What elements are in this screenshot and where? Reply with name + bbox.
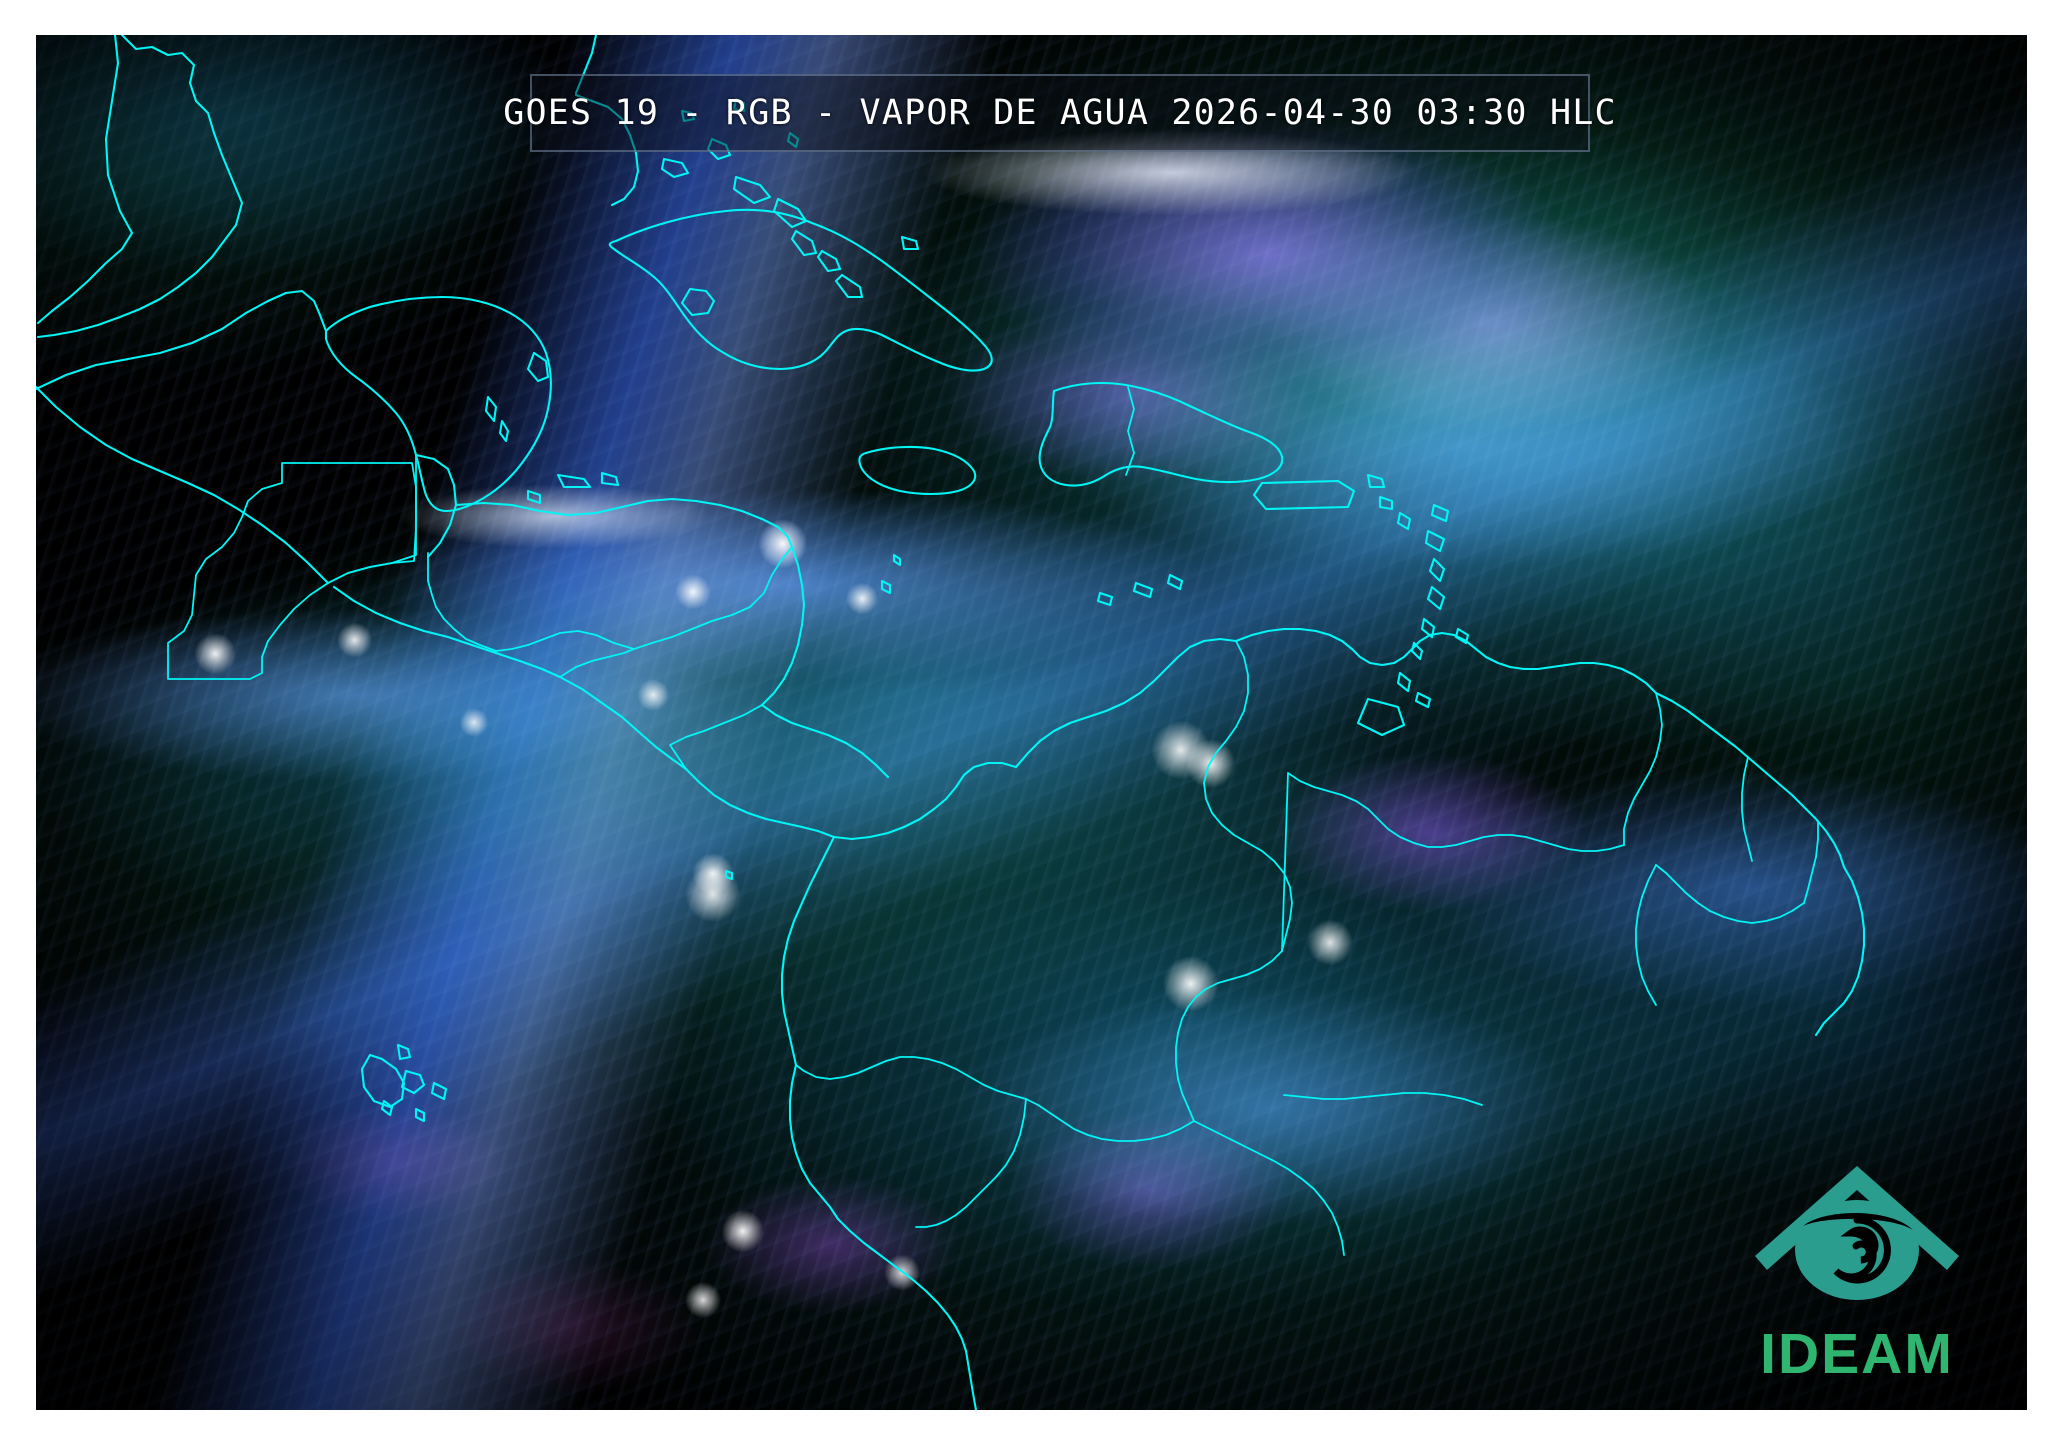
island-bahamas-3 (732, 175, 772, 205)
border-colombia-venezuela (1203, 640, 1293, 952)
coastline-florida-keys (574, 93, 640, 207)
border-venezuela-brazil (1281, 772, 1625, 952)
border-guianas-brazil (1655, 864, 1805, 924)
border-haiti-dr (1125, 386, 1135, 476)
island-galapagos-fernandina (396, 1043, 412, 1061)
coastline-florida (36, 35, 134, 325)
island-tobago (1414, 691, 1432, 709)
island-bahamas-1 (660, 157, 690, 179)
island-virgin (1366, 473, 1386, 489)
border-colombia-brazil (1175, 950, 1283, 1122)
border-guatemala-honduras (427, 552, 497, 652)
island-curacao (1132, 581, 1154, 599)
island-bay-islands-3 (526, 489, 542, 505)
island-bahamas-10 (786, 131, 800, 149)
border-honduras-nicaragua (633, 546, 793, 650)
coastline-venezuela (1234, 627, 1658, 695)
border-venezuela-guyana (1623, 692, 1663, 846)
island-stlucia (1420, 617, 1436, 639)
border-brazil-interior-1 (1635, 864, 1657, 1006)
coastline-honduras-caribbean (454, 497, 794, 549)
coastline-elsalvador-pacific (332, 585, 562, 679)
ideam-eye-roof-logo-icon (1755, 1166, 1959, 1300)
island-stkitts (1396, 511, 1412, 531)
border-colombia-peru (1025, 1098, 1195, 1142)
island-galapagos-small-2 (414, 1107, 426, 1123)
island-galapagos-isabela (360, 1053, 406, 1109)
coastline-yucatan (324, 295, 552, 513)
island-grenada (1396, 671, 1412, 693)
border-elsalvador-honduras (559, 648, 635, 678)
island-bahamas-6 (816, 249, 842, 273)
island-galapagos-san-cristobal (430, 1081, 448, 1101)
coastline-cuba (608, 208, 993, 372)
island-san-andres (880, 579, 892, 595)
coastline-guyana-suriname (1654, 691, 1846, 869)
product-title-banner: GOES 19 - RGB - VAPOR DE AGUA 2026-04-30… (503, 74, 1616, 152)
island-bahamas-9 (732, 97, 746, 113)
coastline-florida-east (574, 35, 598, 95)
island-martinique (1426, 585, 1446, 611)
island-malpelo (724, 869, 734, 881)
island-anguilla (1378, 495, 1394, 511)
island-bahamas-2 (706, 137, 732, 161)
coastline-colombia-pacific (780, 835, 836, 1067)
coastline-nicaragua-caribbean (760, 545, 806, 707)
island-cozumel (526, 351, 550, 383)
border-colombia-ecuador (795, 1056, 1027, 1100)
coastline-hispaniola (1038, 381, 1284, 487)
coastline-mexico-pacific (36, 385, 330, 585)
coastline-colombia-caribbean (1014, 637, 1238, 769)
island-dominica (1428, 557, 1446, 583)
coastline-ecuador-pacific (788, 1063, 840, 1221)
border-nicaragua-costarica (669, 704, 763, 770)
coastline-brazil-north (1814, 865, 1866, 1037)
island-belize-cay-1 (484, 395, 498, 423)
island-antigua (1430, 503, 1450, 523)
island-bay-islands-1 (556, 473, 592, 489)
island-galapagos-santacruz (400, 1069, 426, 1095)
coastline-panama-caribbean (760, 703, 890, 779)
island-barbados (1454, 627, 1470, 645)
island-galapagos-small-1 (380, 1099, 394, 1117)
island-guadeloupe (1424, 529, 1446, 553)
island-turks (900, 235, 920, 251)
coastline-jamaica (858, 445, 977, 496)
coastline-overlay (36, 35, 1866, 1410)
satellite-image-frame: GOES 19 - RGB - VAPOR DE AGUA 2026-04-30… (36, 35, 2027, 1410)
island-trinidad (1356, 697, 1406, 737)
island-bahamas-7 (834, 273, 864, 299)
coastline-puerto-rico (1252, 479, 1356, 511)
border-mexico-guatemala (327, 454, 417, 584)
island-bahamas-5 (790, 229, 818, 257)
border-suriname-frenchguiana (1803, 820, 1819, 904)
ideam-logo: IDEAM (1717, 1164, 1997, 1396)
island-aruba (1096, 591, 1114, 607)
coastline-mexico-gulf (36, 289, 328, 391)
border-guatemala (167, 462, 417, 680)
island-bonaire (1166, 573, 1184, 591)
coastline-peru-pacific (836, 1217, 978, 1410)
border-brazil-amazonas (1193, 1120, 1345, 1256)
coastline-isla-juventud (680, 287, 716, 317)
island-belize-cay-2 (498, 419, 510, 443)
border-guyana-suriname (1741, 756, 1753, 862)
ideam-wordmark: IDEAM (1760, 1322, 1954, 1386)
coastline-us-gulf (36, 35, 244, 339)
coastline-panama-south (832, 761, 1018, 841)
border-ecuador-peru (915, 1098, 1027, 1228)
coastline-belize (414, 453, 458, 559)
island-bahamas-8 (680, 109, 696, 123)
border-honduras-elsalvador (495, 630, 635, 652)
island-bay-islands-2 (600, 471, 620, 487)
coastline-costarica-panama (684, 767, 836, 839)
coastline-nicaragua-pacific (558, 675, 688, 771)
border-brazil-interior-2 (1283, 1092, 1483, 1106)
island-bahamas-4 (772, 197, 808, 229)
product-title-text: GOES 19 - RGB - VAPOR DE AGUA 2026-04-30… (503, 93, 1617, 133)
island-providencia (892, 553, 902, 567)
